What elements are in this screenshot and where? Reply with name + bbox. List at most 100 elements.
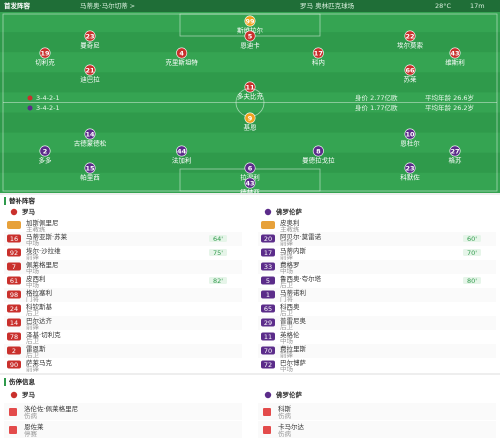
section-accent bbox=[4, 197, 6, 205]
player-number: 9 bbox=[248, 114, 253, 122]
sub-name: 格拉塞利 bbox=[26, 288, 52, 297]
sub-position: 后卫 bbox=[280, 322, 294, 331]
sub-row[interactable] bbox=[258, 288, 496, 302]
player-marker[interactable] bbox=[244, 177, 256, 189]
player-marker[interactable] bbox=[84, 162, 96, 174]
injury-reason: 伤病 bbox=[24, 411, 38, 420]
coach-badge bbox=[7, 221, 21, 229]
player-marker[interactable] bbox=[404, 64, 416, 76]
sub-row[interactable] bbox=[258, 358, 496, 372]
sub-row[interactable] bbox=[258, 344, 496, 358]
sub-name: 阿贝尔·莫雷诺 bbox=[280, 232, 322, 241]
player-marker[interactable] bbox=[39, 145, 51, 157]
sub-name: 萨莱马克 bbox=[26, 358, 53, 367]
injury-icon bbox=[9, 426, 17, 434]
header-title: 首发阵容 bbox=[4, 1, 31, 10]
player-marker[interactable] bbox=[244, 15, 256, 27]
player-number: 21 bbox=[85, 66, 95, 74]
sub-number: 72 bbox=[264, 361, 272, 369]
sub-number-badge bbox=[261, 304, 275, 313]
injury-row[interactable] bbox=[258, 421, 496, 438]
sub-number: 17 bbox=[264, 249, 272, 257]
player-number: 27 bbox=[450, 147, 459, 155]
section-divider bbox=[0, 373, 500, 375]
sub-row[interactable] bbox=[258, 260, 496, 274]
sub-row[interactable] bbox=[4, 344, 242, 358]
sub-number: 7 bbox=[12, 263, 16, 271]
sub-number-badge bbox=[7, 332, 21, 341]
player-number: 22 bbox=[405, 32, 414, 40]
section-title: 伤停信息 bbox=[8, 377, 36, 386]
player-marker[interactable] bbox=[404, 30, 416, 42]
player-name: 曼德拉戈拉 bbox=[302, 156, 335, 165]
player-name: 斯维拉尔 bbox=[237, 26, 264, 35]
player-name: 克里斯坦特 bbox=[165, 58, 198, 67]
player-marker[interactable] bbox=[176, 145, 188, 157]
sub-row[interactable] bbox=[4, 330, 242, 344]
injury-row[interactable] bbox=[258, 403, 496, 420]
sub-row[interactable] bbox=[4, 302, 242, 316]
sub-row[interactable] bbox=[258, 274, 496, 288]
sub-number: 2 bbox=[12, 347, 16, 355]
player-name: 恩杜尔 bbox=[400, 139, 420, 148]
sub-name: 科钦斯基 bbox=[26, 302, 53, 311]
sub-row[interactable] bbox=[258, 302, 496, 316]
player-marker[interactable] bbox=[84, 30, 96, 42]
sub-row[interactable] bbox=[4, 358, 242, 372]
player-marker[interactable] bbox=[84, 128, 96, 140]
sub-number-badge bbox=[261, 234, 275, 243]
team-badge bbox=[10, 391, 18, 399]
player-name: 古德蒙德松 bbox=[74, 139, 107, 148]
team-badge bbox=[264, 208, 272, 216]
team-value: 身价 1.77亿欧 bbox=[355, 103, 398, 112]
sub-row[interactable] bbox=[4, 288, 242, 302]
sub-number-badge bbox=[7, 318, 21, 327]
wind: 17m bbox=[470, 2, 485, 10]
player-name: 法加利 bbox=[172, 156, 192, 165]
injury-row[interactable] bbox=[4, 421, 242, 438]
sub-number-badge bbox=[261, 318, 275, 327]
sub-name: 泽基·切利克 bbox=[26, 330, 61, 339]
player-marker[interactable] bbox=[84, 64, 96, 76]
team-age: 平均年龄 26.6岁 bbox=[425, 93, 474, 102]
player-number: 23 bbox=[405, 164, 414, 172]
player-marker[interactable] bbox=[244, 112, 256, 124]
sub-row[interactable] bbox=[258, 246, 496, 260]
sub-row[interactable] bbox=[4, 260, 242, 274]
sub-row[interactable] bbox=[4, 274, 242, 288]
sub-position: 前锋 bbox=[280, 238, 294, 247]
player-marker[interactable] bbox=[404, 128, 416, 140]
sub-position: 中场 bbox=[26, 280, 40, 289]
player-marker[interactable] bbox=[244, 162, 256, 174]
coach-role: 主教练 bbox=[280, 225, 300, 234]
player-marker[interactable] bbox=[312, 145, 324, 157]
sub-number: 98 bbox=[10, 291, 18, 299]
sub-row[interactable] bbox=[4, 246, 242, 260]
player-name: 拉涅利 bbox=[240, 173, 260, 182]
player-marker[interactable] bbox=[312, 47, 324, 59]
player-marker[interactable] bbox=[39, 47, 51, 59]
team-badge bbox=[27, 95, 33, 101]
sub-row[interactable] bbox=[4, 316, 242, 330]
sub-position: 后卫 bbox=[26, 350, 40, 359]
sub-event-tag bbox=[463, 277, 481, 284]
sub-event-tag bbox=[463, 249, 481, 256]
sub-row[interactable] bbox=[258, 316, 496, 330]
player-marker[interactable] bbox=[449, 145, 461, 157]
sub-name: 皮西利 bbox=[26, 274, 46, 283]
player-marker[interactable] bbox=[404, 162, 416, 174]
sub-row[interactable] bbox=[4, 232, 242, 246]
player-marker[interactable] bbox=[244, 30, 256, 42]
player-marker[interactable] bbox=[449, 47, 461, 59]
coach-badge bbox=[261, 221, 275, 229]
player-name: 德赫亚 bbox=[240, 188, 260, 197]
sub-row[interactable] bbox=[258, 232, 496, 246]
sub-event-tag bbox=[209, 249, 227, 256]
player-marker[interactable] bbox=[176, 47, 188, 59]
sub-number-badge bbox=[7, 276, 21, 285]
injury-row[interactable] bbox=[4, 403, 242, 420]
injury-name: 洛伦佐·佩莱格里尼 bbox=[24, 404, 78, 413]
player-marker[interactable] bbox=[244, 81, 256, 93]
sub-row[interactable] bbox=[258, 330, 496, 344]
sub-name: 雷恩斯 bbox=[26, 344, 46, 353]
